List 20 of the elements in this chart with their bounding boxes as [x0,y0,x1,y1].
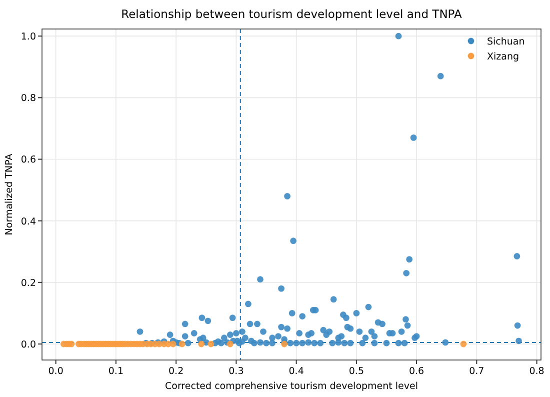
y-tick-label: 0.4 [20,216,36,228]
x-tick-label: 0.2 [168,366,184,377]
y-tick-label: 1.0 [20,32,36,43]
chart-title: Relationship between tourism development level and TNPA [121,7,462,21]
y-tick-label: 0.2 [20,278,36,289]
y-tick-label: 0.6 [20,154,36,166]
x-tick-label: 0.5 [348,366,364,377]
x-tick-label: 0.0 [48,366,64,377]
y-axis-title: Normalized TNPA [4,153,15,236]
x-tick-label: 0.1 [108,366,124,377]
x-tick-label: 0.7 [469,366,484,377]
x-tick-label: 0.4 [288,366,304,377]
y-tick-label: 0.8 [20,93,36,104]
legend-label: Sichuan [487,36,525,48]
x-tick-label: 0.8 [529,366,544,377]
x-tick-label: 0.3 [228,366,244,377]
x-axis-title: Corrected comprehensive tourism development level [165,381,418,392]
legend-label: Xizang [487,52,520,62]
x-tick-label: 0.6 [408,366,424,377]
y-tick-label: 0.0 [20,339,36,350]
